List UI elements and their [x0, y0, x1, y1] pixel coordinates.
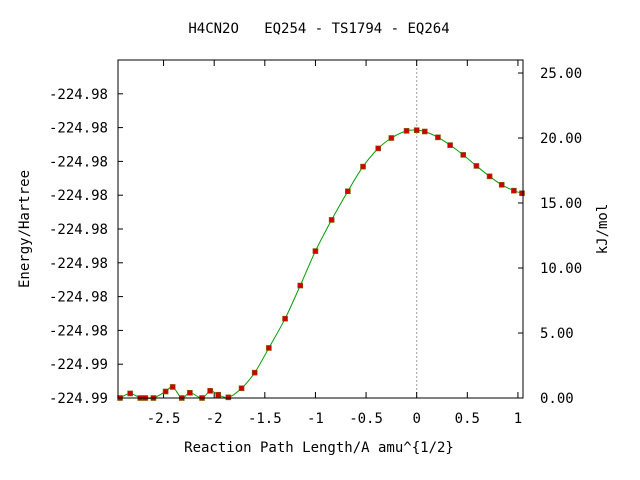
data-point: [266, 345, 272, 351]
y-tick-label: -224.98: [49, 121, 108, 137]
data-point: [375, 145, 382, 152]
chart-title: H4CN2O EQ254 - TS1794 - EQ264: [188, 21, 449, 37]
x-tick-label: -0.5: [349, 411, 383, 427]
x-tick-label: 0.5: [455, 411, 480, 427]
data-point: [511, 187, 517, 194]
data-point: [403, 128, 410, 134]
y2-tick-label: 20.00: [540, 131, 582, 147]
y2-axis-label: kJ/mol: [595, 204, 611, 255]
y-tick-label: -224.98: [49, 290, 108, 306]
data-point: [215, 391, 222, 398]
data-point: [473, 163, 480, 169]
data-point: [207, 388, 213, 394]
data-point: [328, 217, 335, 223]
data-point: [360, 163, 366, 170]
data-point: [187, 389, 193, 396]
y2-tick-label: 0.00: [540, 391, 574, 407]
data-point: [460, 152, 467, 158]
y-axis-label: Energy/Hartree: [17, 170, 33, 288]
x-tick-label: 0: [412, 411, 420, 427]
data-point: [251, 369, 258, 376]
data-point: [238, 385, 245, 392]
data-point: [447, 142, 453, 148]
data-point: [519, 190, 525, 197]
data-point: [486, 173, 493, 180]
data-point: [297, 282, 304, 289]
x-tick-label: -2.5: [147, 411, 181, 427]
y-tick-label: -224.99: [49, 391, 108, 407]
energy-curve: [119, 129, 523, 399]
data-point: [421, 128, 428, 135]
x-axis-label: Reaction Path Length/A amu^{1/2}: [184, 440, 454, 456]
data-point: [127, 390, 133, 397]
y2-tick-label: 10.00: [540, 261, 582, 277]
y-tick-label: -224.98: [49, 256, 108, 272]
data-point: [345, 188, 351, 195]
y2-tick-label: 15.00: [540, 196, 582, 212]
y-tick-label: -224.98: [49, 87, 108, 103]
x-tick-label: 1: [514, 411, 522, 427]
data-point: [498, 182, 505, 188]
data-point: [162, 388, 169, 395]
plot-frame: [117, 59, 524, 399]
data-point: [169, 384, 176, 390]
data-point: [225, 394, 232, 401]
data-point: [282, 315, 288, 322]
x-tick-label: -1.5: [248, 411, 282, 427]
data-point: [388, 135, 395, 141]
x-tick-label: -2: [206, 411, 223, 427]
data-point: [312, 248, 319, 254]
y-tick-label: -224.98: [49, 222, 108, 238]
x-tick-label: -1: [307, 411, 324, 427]
y-tick-label: -224.98: [49, 188, 108, 204]
y-tick-label: -224.98: [49, 154, 108, 170]
y-tick-label: -224.99: [49, 357, 108, 373]
y2-tick-label: 25.00: [540, 66, 582, 82]
y-tick-label: -224.98: [49, 323, 108, 339]
data-point: [435, 134, 441, 141]
data-point: [413, 127, 420, 133]
y2-tick-label: 5.00: [540, 326, 574, 342]
